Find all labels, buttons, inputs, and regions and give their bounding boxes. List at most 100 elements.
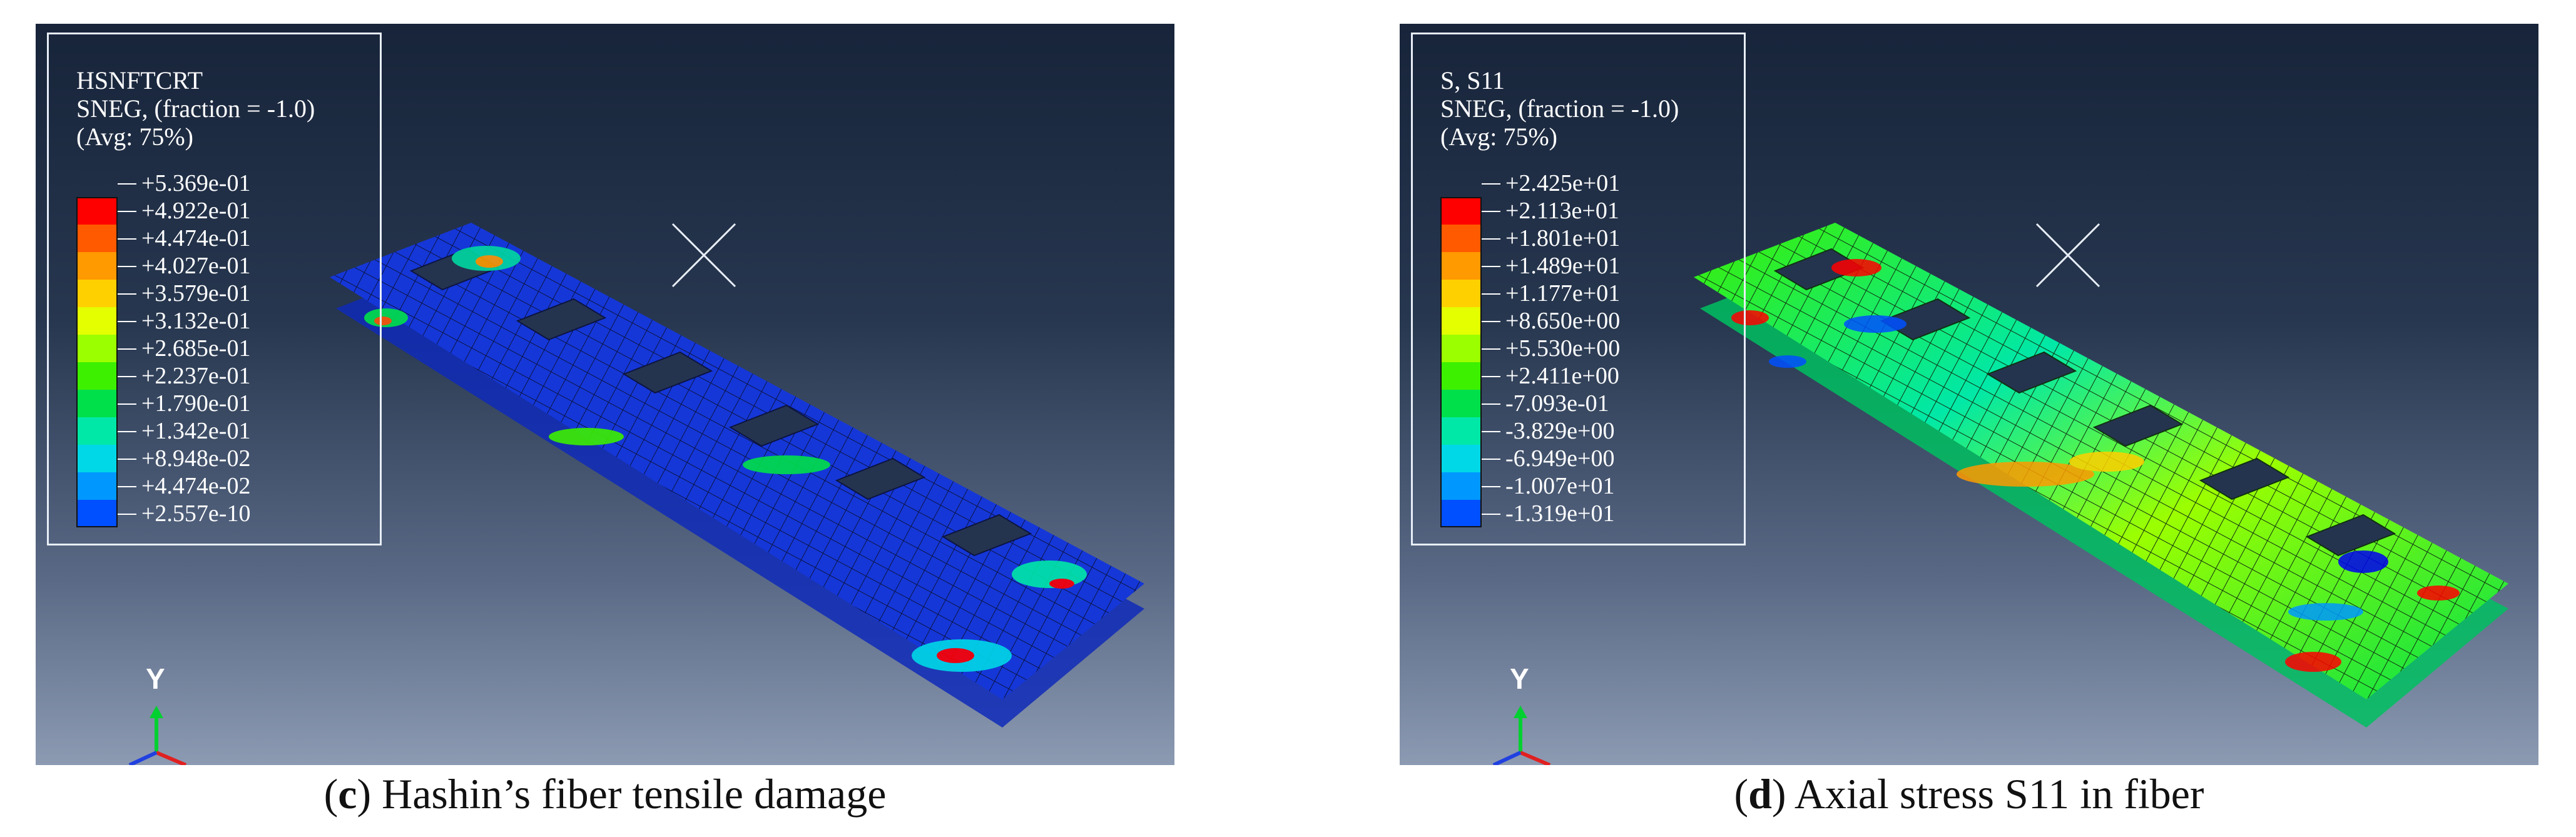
caption-letter: c bbox=[338, 770, 357, 818]
legend-averaging: (Avg: 75%) bbox=[76, 123, 193, 151]
scale-entry: +1.489e+01 bbox=[1440, 253, 1728, 307]
scale-entry: -6.949e+00 bbox=[1440, 445, 1728, 500]
scale-swatch bbox=[1440, 335, 1482, 362]
scale-swatch bbox=[76, 335, 118, 362]
scale-swatch bbox=[76, 307, 118, 335]
scale-swatch bbox=[1440, 307, 1482, 335]
scale-entry: +4.474e-01 bbox=[76, 225, 364, 280]
scale-tick bbox=[1482, 376, 1500, 377]
scale-swatch bbox=[1440, 472, 1482, 500]
scale-tick bbox=[118, 431, 136, 432]
scale-tick bbox=[118, 459, 136, 460]
scale-tick bbox=[118, 293, 136, 295]
scale-swatch bbox=[76, 252, 118, 280]
scale-tick bbox=[1482, 403, 1500, 405]
scale-entry: +5.369e-01 bbox=[76, 170, 364, 225]
scale-tick bbox=[118, 376, 136, 377]
scale-tick bbox=[118, 403, 136, 405]
view-center-x-icon bbox=[2035, 223, 2100, 288]
scale-entry: +4.474e-02 bbox=[76, 473, 364, 527]
scale-tick bbox=[118, 183, 136, 185]
scale-entry: +1.790e-01 bbox=[76, 390, 364, 445]
scale-entry: +8.650e+00 bbox=[1440, 308, 1728, 362]
scale-tick bbox=[1482, 293, 1500, 295]
scale-entry: +3.579e-01 bbox=[76, 280, 364, 335]
scale-entry: -3.829e+00 bbox=[1440, 418, 1728, 472]
scale-tick bbox=[1482, 514, 1500, 515]
scale-tick bbox=[1482, 183, 1500, 185]
triad-axis-icon bbox=[1492, 706, 1551, 765]
plate-mesh-d bbox=[1492, 223, 2508, 765]
caption-text: Hashin’s fiber tensile damage bbox=[371, 770, 887, 818]
scale-tick bbox=[118, 211, 136, 212]
scale-swatch bbox=[76, 445, 118, 472]
scale-tick bbox=[118, 348, 136, 350]
triad-y-label: Y bbox=[146, 662, 165, 695]
scale-tick bbox=[1482, 431, 1500, 432]
scale-entry: +4.027e-01 bbox=[76, 253, 364, 307]
scale-swatch bbox=[1440, 362, 1482, 390]
contour-legend: S, S11 SNEG, (fraction = -1.0) (Avg: 75%… bbox=[1411, 33, 1746, 545]
triad-y-label: Y bbox=[1510, 662, 1529, 695]
scale-entry: +5.530e+00 bbox=[1440, 335, 1728, 390]
scale-entry: +1.801e+01 bbox=[1440, 225, 1728, 280]
scale-entry: +4.922e-01 bbox=[76, 198, 364, 252]
scale-tick bbox=[1482, 211, 1500, 212]
scale-tick bbox=[1482, 238, 1500, 240]
legend-subtitle: SNEG, (fraction = -1.0) bbox=[1440, 94, 1679, 123]
legend-subtitle: SNEG, (fraction = -1.0) bbox=[76, 94, 315, 123]
scale-swatch bbox=[76, 280, 118, 307]
scale-swatch bbox=[1440, 445, 1482, 472]
scale-entry: +2.685e-01 bbox=[76, 335, 364, 390]
view-center-x-icon bbox=[671, 223, 736, 288]
contour-legend: HSNFTCRT SNEG, (fraction = -1.0) (Avg: 7… bbox=[47, 33, 382, 545]
scale-entry: -1.007e+01 bbox=[1440, 473, 1728, 527]
scale-entry: -1.319e+01 bbox=[1440, 500, 1728, 541]
scale-entry: -7.093e-01 bbox=[1440, 390, 1728, 445]
scale-swatch bbox=[76, 390, 118, 417]
viewport-panel-d: S, S11 SNEG, (fraction = -1.0) (Avg: 75%… bbox=[1400, 24, 2538, 765]
scale-swatch bbox=[1440, 225, 1482, 252]
caption-c: (c) Hashin’s fiber tensile damage bbox=[323, 770, 887, 818]
scale-swatch bbox=[1440, 197, 1482, 225]
scale-tick bbox=[118, 486, 136, 487]
scale-entry: +1.177e+01 bbox=[1440, 280, 1728, 335]
viewport-panel-c: HSNFTCRT SNEG, (fraction = -1.0) (Avg: 7… bbox=[36, 24, 1174, 765]
scale-entry: +2.557e-10 bbox=[76, 500, 364, 541]
legend-title: S, S11 bbox=[1440, 66, 1505, 94]
scale-entry: +2.237e-01 bbox=[76, 363, 364, 417]
scale-swatch bbox=[1440, 390, 1482, 417]
scale-frame bbox=[1440, 197, 1482, 527]
legend-averaging: (Avg: 75%) bbox=[1440, 123, 1557, 151]
scale-tick bbox=[118, 321, 136, 322]
scale-swatch bbox=[1440, 417, 1482, 445]
triad-axis-icon bbox=[128, 706, 187, 765]
scale-tick bbox=[1482, 348, 1500, 350]
scale-tick bbox=[1482, 321, 1500, 322]
scale-swatch bbox=[76, 472, 118, 500]
scale-swatch bbox=[1440, 500, 1482, 527]
scale-tick bbox=[118, 266, 136, 267]
scale-tick bbox=[1482, 459, 1500, 460]
scale-swatch bbox=[76, 362, 118, 390]
scale-entry: +2.425e+01 bbox=[1440, 170, 1728, 225]
caption-d: (d) Axial stress S11 in fiber bbox=[1734, 770, 2204, 818]
scale-entry: +3.132e-01 bbox=[76, 308, 364, 362]
scale-entry: +8.948e-02 bbox=[76, 445, 364, 500]
scale-tick bbox=[1482, 486, 1500, 487]
scale-swatch bbox=[76, 197, 118, 225]
caption-text: Axial stress S11 in fiber bbox=[1786, 770, 2204, 818]
scale-entry: +2.113e+01 bbox=[1440, 198, 1728, 252]
scale-tick bbox=[118, 238, 136, 240]
scale-entry: +2.411e+00 bbox=[1440, 363, 1728, 417]
scale-entry: +1.342e-01 bbox=[76, 418, 364, 472]
scale-frame bbox=[76, 197, 118, 527]
scale-swatch bbox=[1440, 280, 1482, 307]
plate-mesh-c bbox=[128, 223, 1144, 765]
scale-swatch bbox=[1440, 252, 1482, 280]
scale-swatch bbox=[76, 417, 118, 445]
scale-tick bbox=[118, 514, 136, 515]
scale-swatch bbox=[76, 500, 118, 527]
scale-swatch bbox=[76, 225, 118, 252]
scale-tick bbox=[1482, 266, 1500, 267]
